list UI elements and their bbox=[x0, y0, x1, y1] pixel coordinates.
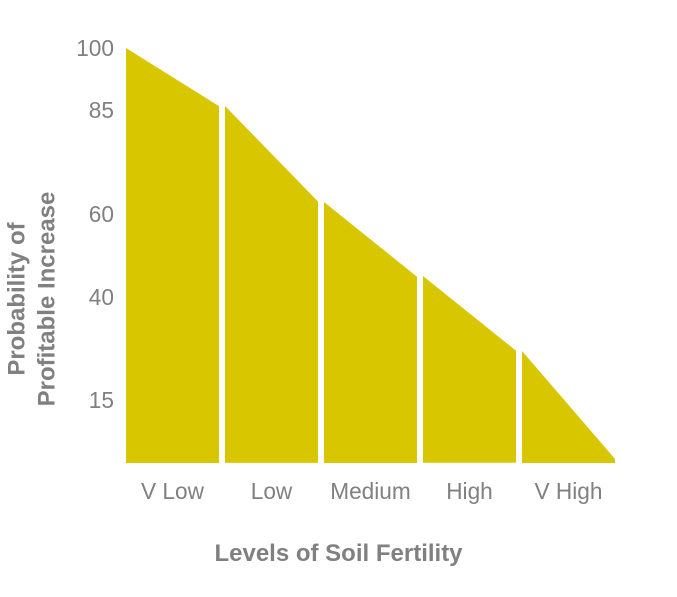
x-axis-title: Levels of Soil Fertility bbox=[0, 540, 677, 568]
y-axis-title-container: Probability of Profitable Increase bbox=[6, 0, 58, 597]
y-tick-label: 100 bbox=[64, 35, 114, 62]
bar bbox=[225, 106, 318, 463]
y-axis-title-line2: Profitable Increase bbox=[33, 191, 60, 406]
plot-area bbox=[126, 48, 621, 463]
y-axis-title: Probability of Profitable Increase bbox=[2, 191, 62, 406]
y-tick-label: 85 bbox=[64, 97, 114, 124]
bar bbox=[324, 202, 417, 463]
y-axis-title-line1: Probability of bbox=[3, 222, 30, 375]
bar bbox=[126, 48, 219, 463]
y-tick-label: 40 bbox=[64, 284, 114, 311]
x-tick-label: Medium bbox=[324, 478, 417, 505]
x-tick-label: V Low bbox=[126, 478, 219, 505]
x-tick-label: V High bbox=[522, 478, 615, 505]
y-tick-label: 60 bbox=[64, 201, 114, 228]
x-tick-label: High bbox=[423, 478, 516, 505]
bar bbox=[522, 351, 615, 463]
fertility-probability-chart: Probability of Profitable Increase Level… bbox=[0, 0, 677, 597]
x-tick-label: Low bbox=[225, 478, 318, 505]
y-tick-label: 15 bbox=[64, 387, 114, 414]
bar bbox=[423, 276, 516, 463]
